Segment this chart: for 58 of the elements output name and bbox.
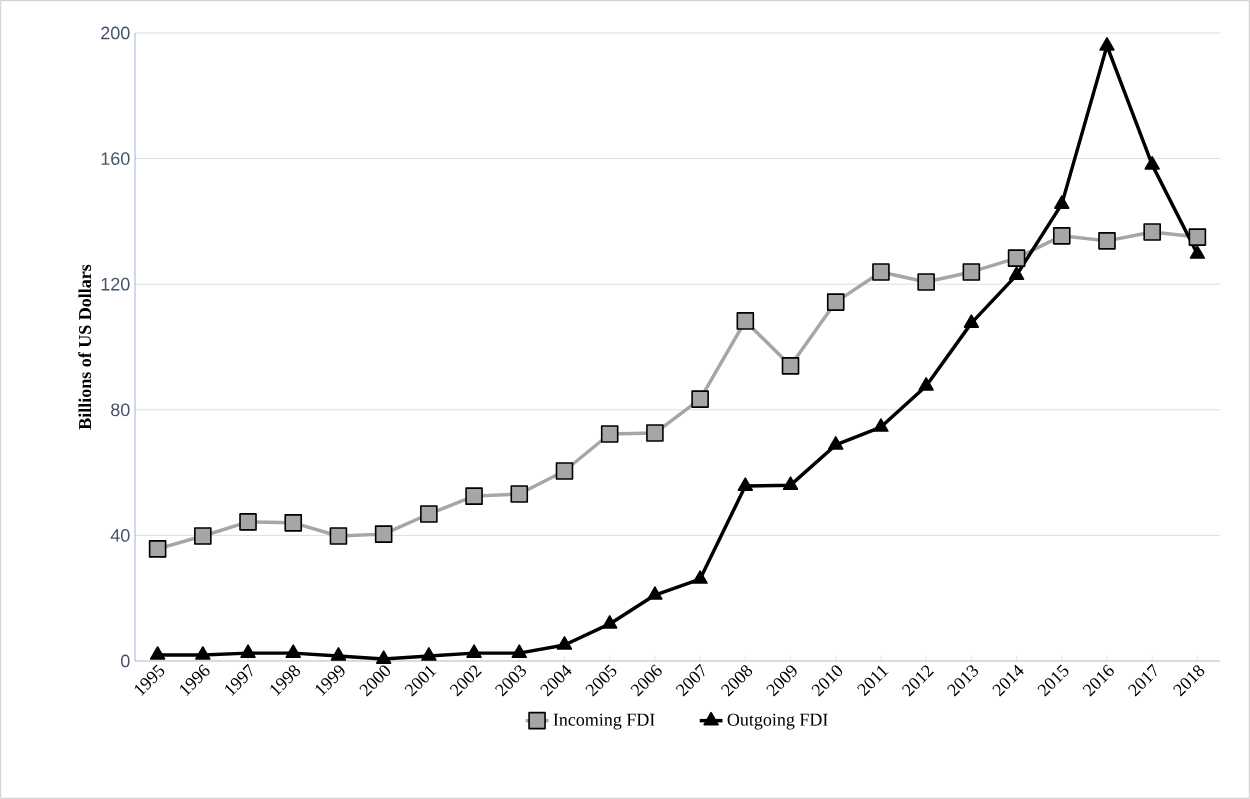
point [828,436,844,450]
point [148,540,167,558]
point [329,527,348,545]
point [465,487,483,505]
point [284,514,303,532]
point [1099,37,1115,51]
point [285,644,301,658]
point [511,644,528,658]
y-tick-label: 80 [111,403,130,417]
point [1188,228,1207,246]
point [420,505,438,523]
point [646,424,664,442]
point [737,477,754,491]
point [1008,266,1025,280]
y-axis-title: Billions of US Dollars [78,264,92,430]
y-tick-label: 160 [101,152,130,165]
point [1098,232,1116,250]
point [647,586,663,600]
point [1143,223,1161,241]
point [781,357,800,375]
point [1054,195,1070,209]
point [873,418,889,432]
point [510,485,529,503]
point [240,644,256,658]
point [374,525,393,543]
y-tick-label: 120 [101,277,130,291]
point [962,263,981,281]
point [872,263,890,281]
point [421,647,437,661]
point [917,273,935,291]
point [239,513,257,531]
point [149,646,166,660]
point [466,644,482,658]
y-tick-label: 0 [121,654,130,668]
y-tick-label: 200 [101,26,130,40]
y-tick-label: 40 [110,529,130,542]
point [918,377,934,391]
legend-label: Incoming FDI [553,713,655,730]
point [330,647,347,661]
point [826,293,845,311]
point [555,462,574,480]
point [195,646,211,660]
point [375,650,392,664]
point [1144,156,1160,170]
point [963,314,980,328]
point [692,570,708,584]
point [600,425,619,443]
legend-label: Outgoing FDI [727,713,828,730]
point [782,476,799,490]
point [1189,245,1206,259]
point [1052,227,1071,245]
x-tick-label: 2011 [857,665,889,697]
point [736,312,755,330]
point [691,390,709,408]
point [556,636,573,650]
point [1007,249,1026,267]
point [194,527,212,545]
point [601,615,618,629]
